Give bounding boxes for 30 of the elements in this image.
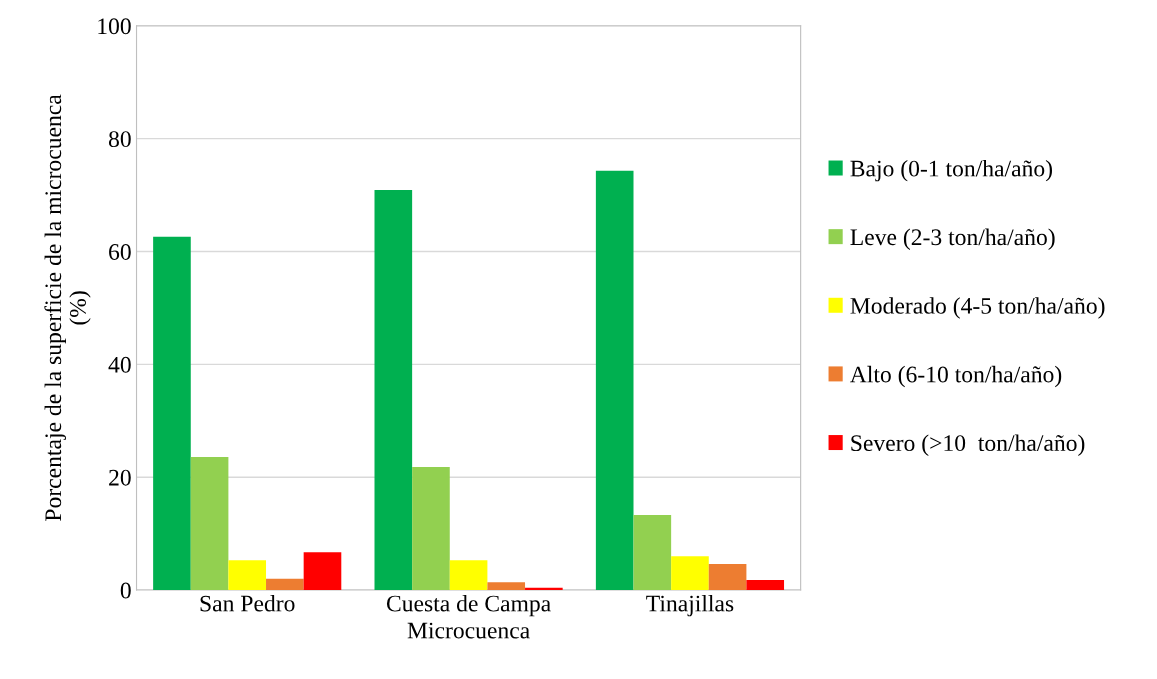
bar bbox=[303, 552, 342, 591]
bar bbox=[671, 556, 709, 591]
bar bbox=[595, 170, 634, 591]
legend-label: Severo (>10 ton/ha/año) bbox=[851, 434, 1085, 456]
legend-label: Moderado (4-5 ton/ha/año) bbox=[850, 297, 1105, 319]
bar bbox=[449, 560, 488, 591]
bar bbox=[228, 560, 267, 591]
y-tick-label: 60 bbox=[109, 243, 131, 260]
x-tick-label: Cuesta de Campa bbox=[386, 594, 551, 617]
x-tick-label: San Pedro bbox=[200, 594, 295, 612]
x-tick-label: Tinajillas bbox=[646, 594, 734, 617]
y-axis-title: Porcentaje de la superficie de la microcuenca (%) bbox=[44, 94, 91, 521]
bar bbox=[708, 564, 747, 591]
bar bbox=[374, 190, 413, 591]
y-tick-label: 40 bbox=[108, 356, 131, 373]
bar bbox=[412, 467, 450, 591]
legend-label: Leve (2-3 ton/ha/año) bbox=[850, 228, 1055, 250]
legend-label: Alto (6-10 ton/ha/año) bbox=[850, 365, 1062, 388]
bar bbox=[153, 236, 191, 591]
bar bbox=[746, 579, 785, 591]
legend-label: Bajo (0-1 ton/ha/año) bbox=[850, 159, 1053, 182]
bar bbox=[266, 578, 304, 591]
x-axis-title: Microcuenca bbox=[407, 622, 530, 639]
y-tick-label: 20 bbox=[109, 469, 131, 486]
y-tick-label: 0 bbox=[120, 582, 131, 599]
y-tick-label: 80 bbox=[108, 131, 131, 148]
y-tick-label: 100 bbox=[98, 18, 131, 35]
bar bbox=[190, 456, 229, 591]
bar bbox=[633, 515, 672, 591]
bar bbox=[487, 582, 526, 591]
